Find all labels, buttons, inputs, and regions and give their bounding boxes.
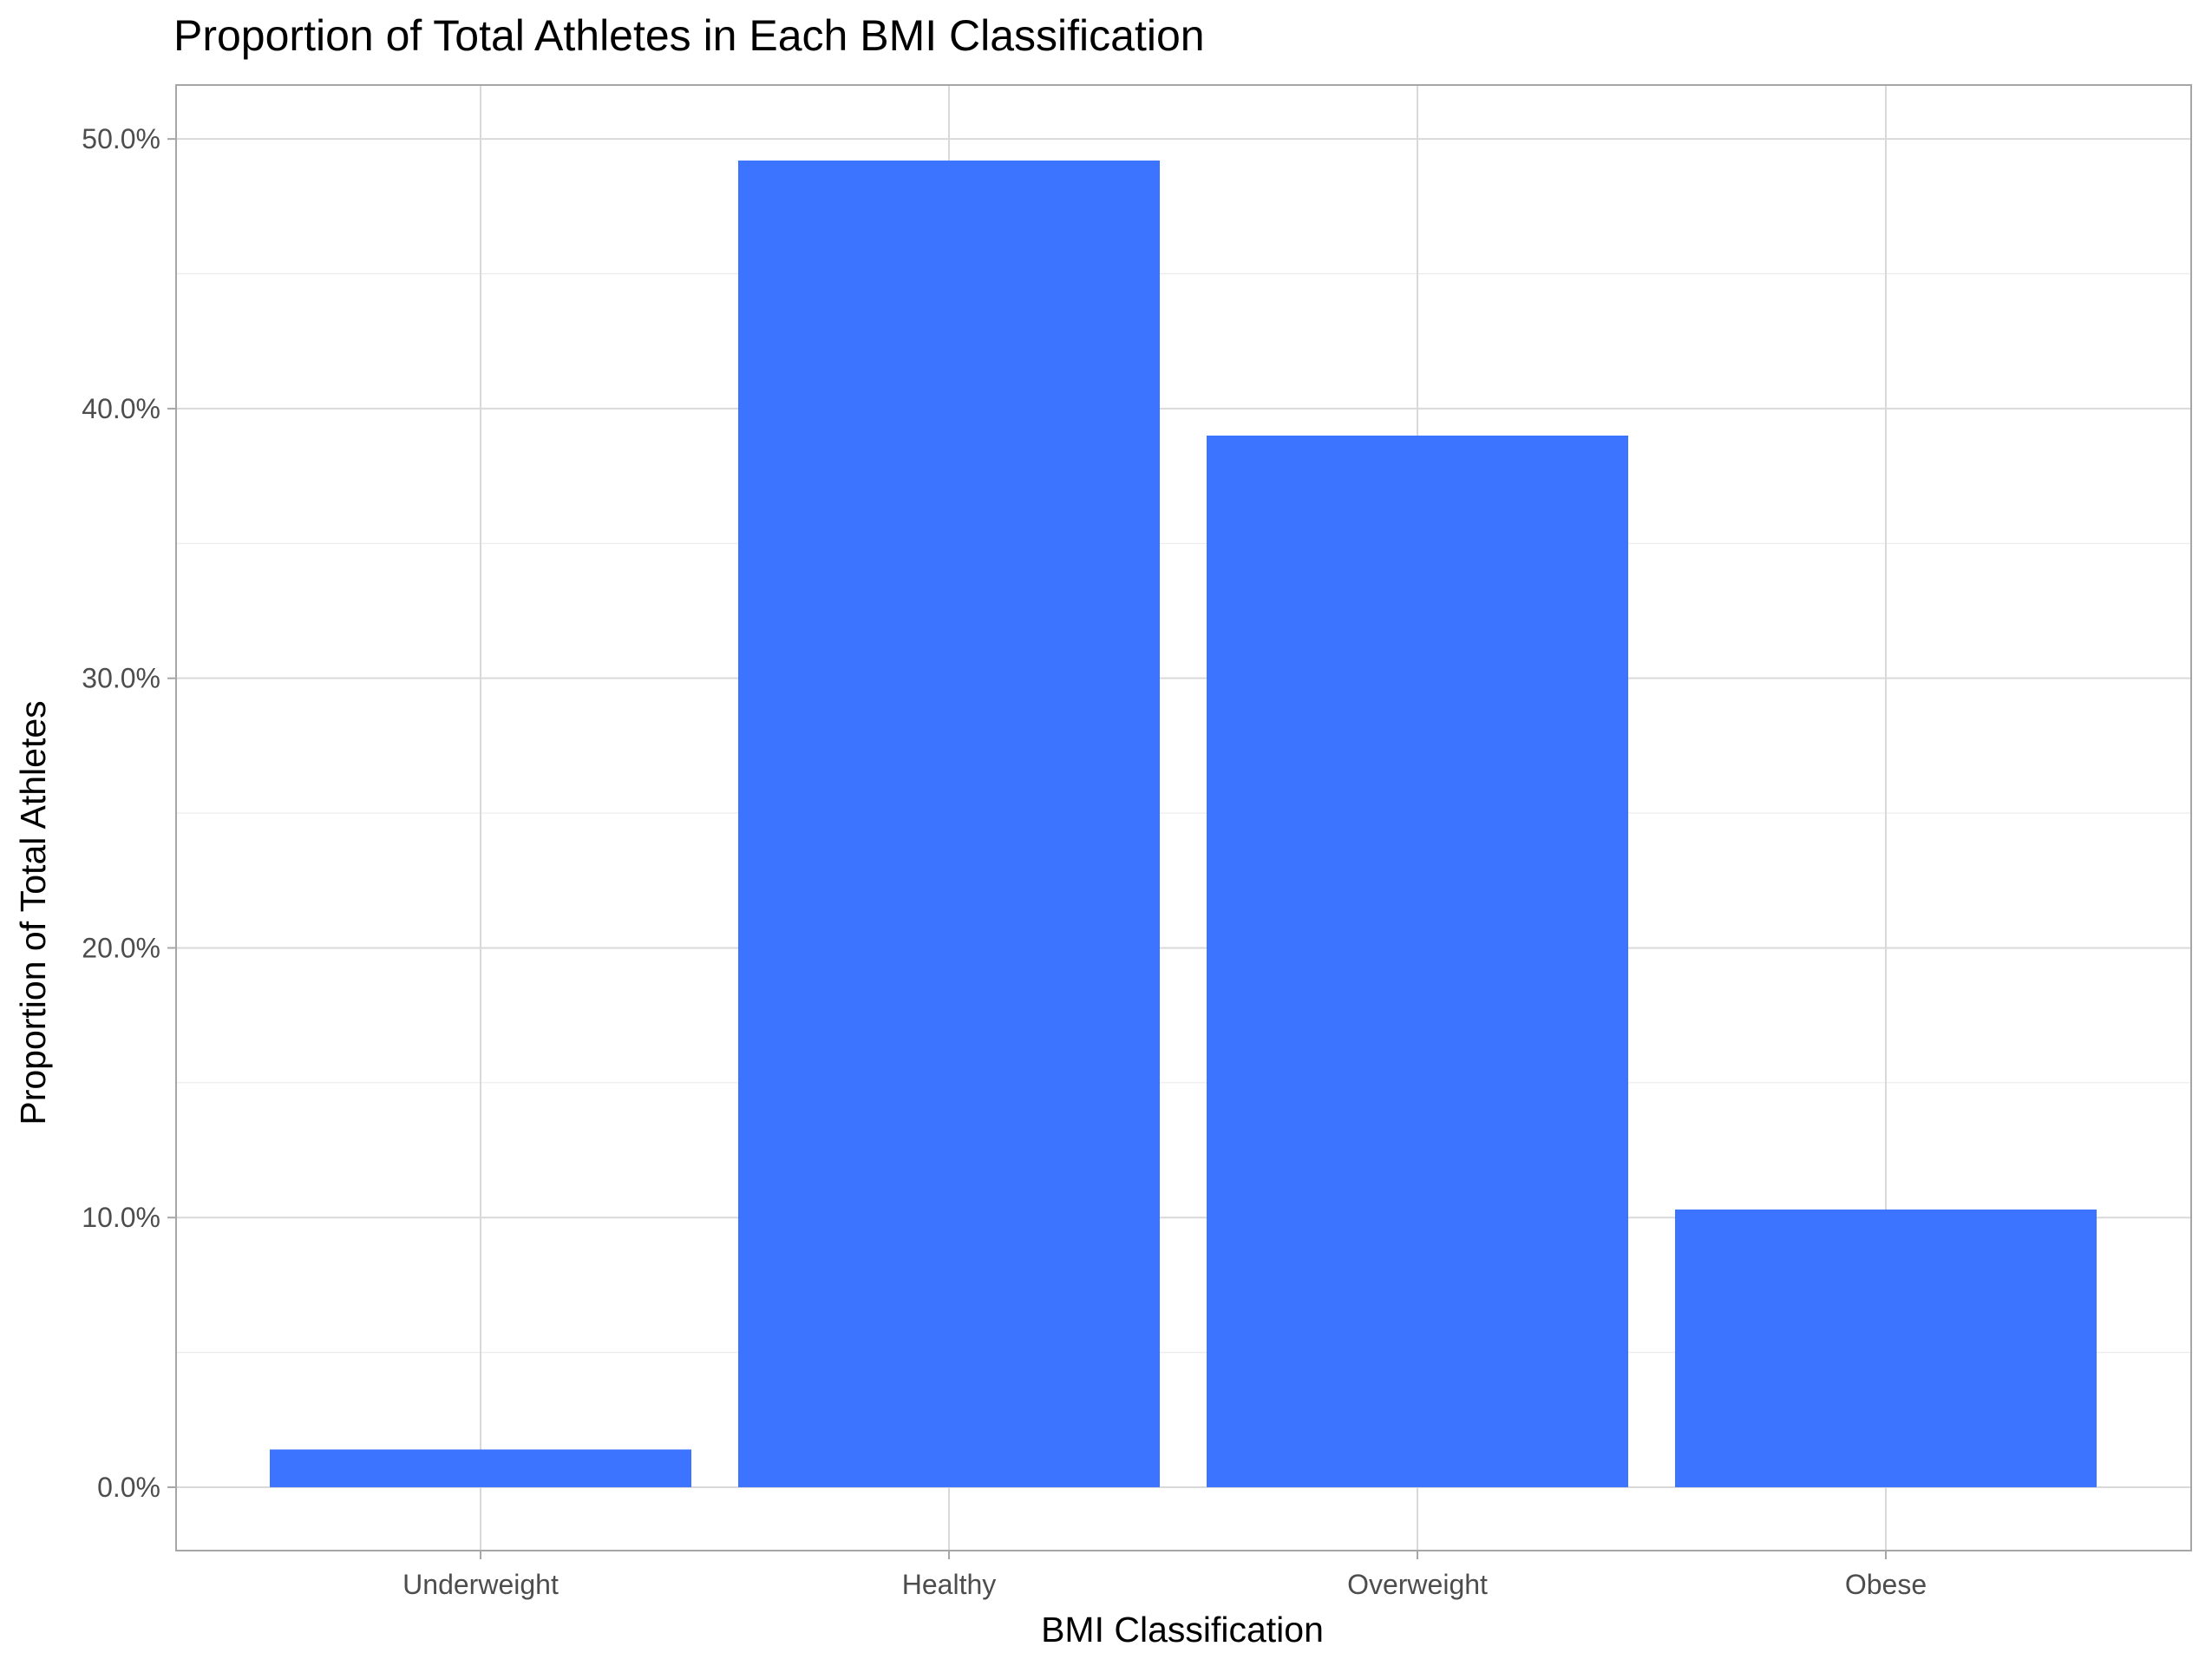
bar-overweight: [1207, 435, 1628, 1487]
y-tick-label: 10.0%: [82, 1202, 160, 1233]
chart-title: Proportion of Total Athletes in Each BMI…: [173, 11, 1205, 60]
tick-labels: 0.0% 10.0% 20.0% 30.0% 40.0% 50.0% Underweight…: [82, 123, 1927, 1600]
y-axis-title: Proportion of Total Athletes: [13, 700, 53, 1125]
bar-underweight: [270, 1449, 691, 1487]
x-tick-label: Obese: [1845, 1569, 1927, 1600]
y-tick-label: 50.0%: [82, 123, 160, 154]
y-tick-label: 40.0%: [82, 393, 160, 424]
axis-ticks: [167, 138, 1887, 1559]
bar-obese: [1675, 1209, 2097, 1487]
x-tick-label: Underweight: [402, 1569, 559, 1600]
x-tick-label: Healthy: [902, 1569, 997, 1600]
y-tick-label: 30.0%: [82, 663, 160, 694]
bars: [270, 161, 2097, 1487]
x-axis-title: BMI Classification: [1041, 1610, 1324, 1650]
plot-panel-border: [175, 84, 2192, 1551]
x-tick-label: Overweight: [1347, 1569, 1488, 1600]
y-tick-label: 0.0%: [97, 1472, 160, 1503]
bar-healthy: [738, 161, 1160, 1487]
y-tick-label: 20.0%: [82, 932, 160, 963]
